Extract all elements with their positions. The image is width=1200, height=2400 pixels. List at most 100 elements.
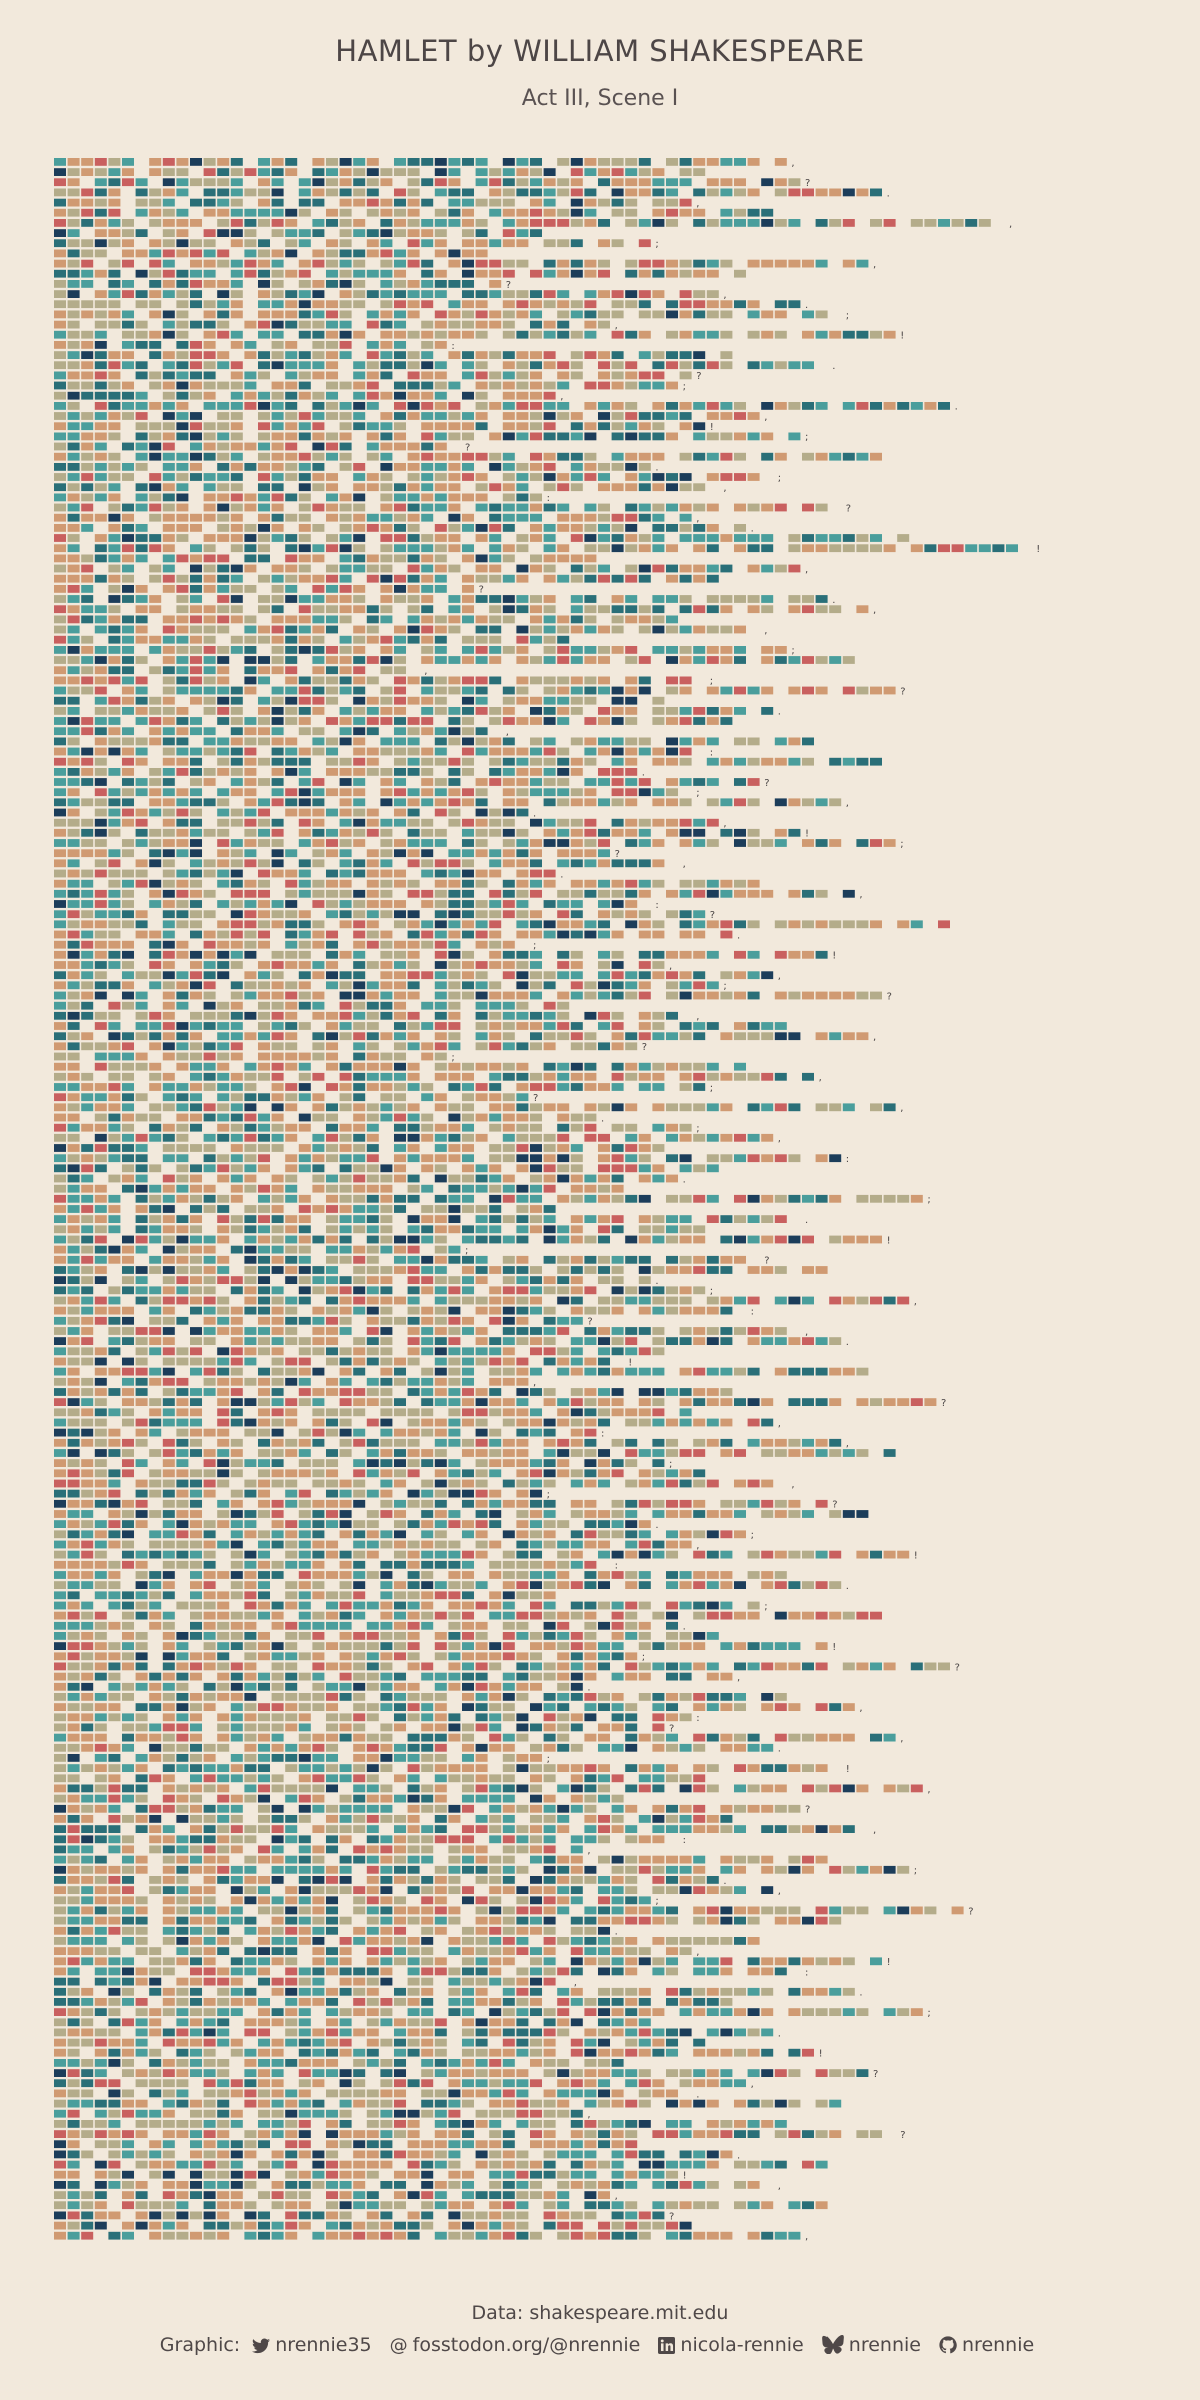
letter-tile: [258, 1154, 270, 1163]
letter-tile: [747, 219, 760, 227]
letter-tile: [67, 981, 80, 990]
letter-tile: [407, 1255, 420, 1264]
letter-tile: [570, 859, 583, 868]
letter-tile: [190, 249, 202, 258]
letter-tile: [516, 1103, 529, 1112]
letter-tile: [829, 330, 842, 339]
letter-tile: [149, 269, 162, 278]
punctuation-mark: ;: [533, 941, 536, 952]
letter-tile: [625, 168, 638, 176]
letter-tile: [353, 1286, 366, 1295]
letter-tile: [516, 686, 529, 695]
letter-tile: [407, 818, 420, 827]
letter-tile: [462, 422, 474, 431]
letter-tile: [516, 1276, 529, 1284]
letter-tile: [706, 839, 719, 847]
letter-tile: [652, 1123, 665, 1132]
letter-tile: [271, 320, 284, 329]
punctuation-mark: ,: [696, 198, 699, 209]
letter-tile: [421, 371, 434, 380]
letter-tile: [67, 229, 80, 237]
punctuation-mark: ,: [900, 1103, 903, 1114]
punctuation-mark: .: [533, 808, 536, 819]
letter-tile: [394, 1194, 406, 1203]
letter-tile: [217, 1154, 230, 1163]
letter-tile: [380, 869, 393, 878]
letter-tile: [611, 1276, 624, 1284]
letter-tile: [720, 1215, 733, 1223]
letter-tile: [162, 798, 175, 807]
letter-tile: [720, 330, 733, 339]
letter-tile: [149, 249, 162, 258]
letter-tile: [54, 219, 66, 227]
letter-tile: [258, 249, 270, 258]
letter-tile: [176, 656, 189, 664]
letter-tile: [584, 1194, 597, 1203]
letter-tile: [693, 707, 706, 715]
letter-tile: [258, 1276, 270, 1284]
letter-tile: [108, 280, 121, 288]
letter-tile: [353, 920, 366, 929]
letter-tile: [54, 351, 66, 359]
letter-tile: [258, 371, 270, 380]
letter-tile: [475, 402, 488, 410]
letter-tile: [94, 950, 107, 959]
letter-tile: [706, 605, 719, 614]
letter-tile: [598, 1042, 610, 1051]
letter-tile: [339, 564, 352, 573]
letter-tile: [434, 727, 447, 736]
letter-tile: [652, 1144, 665, 1152]
letter-tile: [81, 940, 94, 949]
letter-tile: [394, 971, 406, 980]
letter-tile: [326, 900, 338, 908]
letter-tile: [108, 1327, 121, 1335]
letter-tile: [611, 310, 624, 319]
letter-tile: [285, 961, 298, 969]
letter-tile: [353, 1276, 366, 1284]
letter-tile: [489, 900, 502, 908]
letter-tile: [176, 554, 189, 563]
letter-tile: [271, 707, 284, 715]
letter-tile: [285, 554, 298, 563]
letter-tile: [598, 656, 610, 664]
letter-tile: [530, 930, 542, 939]
letter-tile: [81, 513, 94, 522]
letter-tile: [54, 778, 66, 786]
letter-tile: [353, 1032, 366, 1041]
letter-tile: [448, 900, 461, 908]
letter-tile: [543, 1062, 556, 1071]
letter-tile: [108, 768, 121, 776]
letter-tile: [883, 219, 896, 227]
letter-tile: [394, 158, 406, 166]
letter-tile: [407, 1022, 420, 1030]
letter-tile: [94, 1052, 107, 1061]
letter-tile: [720, 351, 733, 359]
letter-tile: [380, 320, 393, 329]
letter-tile: [67, 1245, 80, 1254]
letter-tile: [448, 605, 461, 614]
letter-tile: [679, 422, 692, 431]
letter-tile: [502, 463, 515, 471]
letter-tile: [122, 544, 134, 553]
letter-tile: [339, 788, 352, 797]
letter-tile: [380, 615, 393, 624]
letter-tile: [162, 1286, 175, 1295]
letter-tile: [543, 778, 556, 786]
letter-tile: [598, 1184, 610, 1193]
letter-tile: [462, 1327, 474, 1335]
letter-tile: [747, 1022, 760, 1030]
letter-tile: [666, 1255, 678, 1264]
letter-tile: [176, 940, 189, 949]
letter-tile: [149, 1266, 162, 1274]
letter-tile: [434, 1052, 447, 1061]
letter-tile: [244, 1225, 257, 1234]
letter-tile: [557, 1062, 570, 1071]
letter-tile: [285, 900, 298, 908]
letter-tile: [421, 483, 434, 492]
letter-tile: [516, 788, 529, 797]
letter-tile: [462, 727, 474, 736]
letter-tile: [67, 513, 80, 522]
letter-tile: [734, 412, 746, 420]
letter-tile: [516, 1327, 529, 1335]
letter-tile: [339, 1235, 352, 1244]
